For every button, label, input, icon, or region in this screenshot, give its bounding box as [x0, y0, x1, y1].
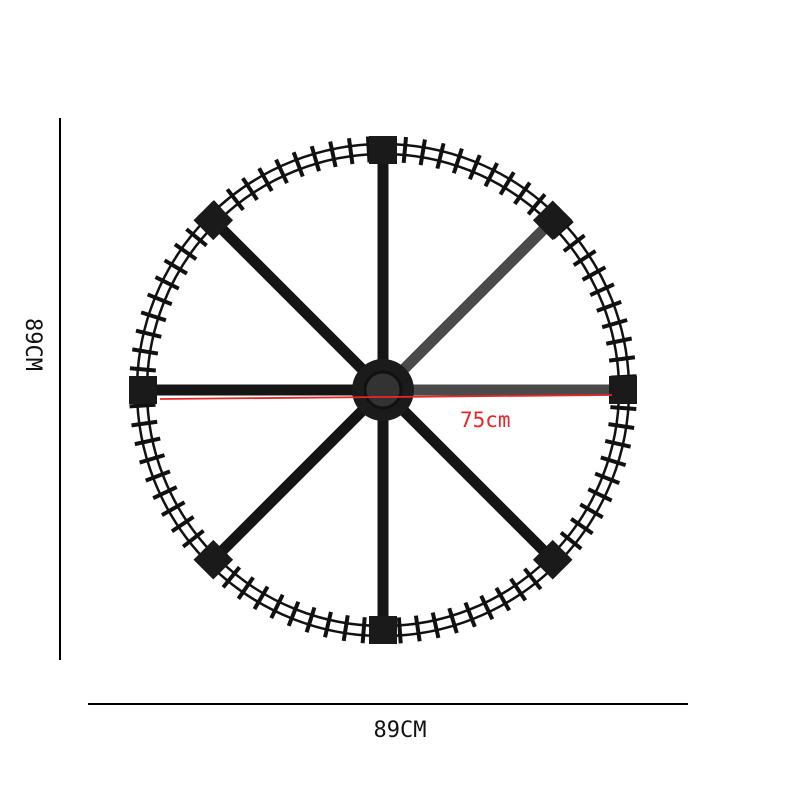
track-tie: [523, 567, 543, 591]
track-tie: [447, 607, 459, 634]
track-tie: [569, 517, 594, 536]
track-tie: [274, 158, 289, 185]
track-tie: [129, 402, 156, 409]
spoke-bracket: [369, 136, 397, 164]
spoke-bracket: [532, 539, 573, 580]
track-tie: [291, 151, 305, 178]
width-dimension-line: [88, 703, 688, 705]
diameter-label: 75cm: [460, 408, 511, 432]
track-tie: [513, 181, 532, 206]
track-tie: [413, 615, 422, 642]
spoke-bracket: [532, 200, 573, 241]
track-tie: [483, 162, 499, 188]
track-tie: [323, 611, 333, 638]
spoke-bracket: [129, 376, 157, 404]
track-tie: [562, 233, 586, 253]
track-tie: [341, 614, 350, 642]
track-tie: [160, 500, 186, 517]
track-tie: [135, 328, 162, 339]
track-tie: [509, 577, 528, 602]
track-tie: [134, 436, 161, 447]
spoke: [212, 386, 387, 561]
track-tie: [252, 585, 270, 611]
spoke-bracket: [369, 616, 397, 644]
track-tie: [572, 249, 597, 267]
track-tie: [241, 177, 259, 201]
track-tie: [430, 612, 441, 639]
track-tie: [451, 147, 464, 174]
track-tie: [526, 193, 547, 216]
track-tie: [346, 138, 355, 165]
track-tie: [154, 275, 180, 291]
track-tie: [269, 593, 285, 619]
track-tie: [286, 600, 301, 627]
height-label: 89CM: [20, 318, 45, 371]
track-tie: [225, 188, 245, 212]
track-tie: [144, 469, 171, 483]
spoke-bracket: [193, 200, 234, 241]
track-tie: [131, 419, 158, 428]
track-tie: [309, 145, 321, 172]
spoke-bracket: [193, 539, 234, 580]
track-tie: [468, 154, 482, 180]
track-tie: [396, 617, 403, 644]
spoke-bracket: [609, 376, 637, 404]
track-tie: [236, 576, 255, 600]
track-tie: [608, 355, 636, 363]
track-tie: [435, 142, 446, 170]
measure-line: [159, 394, 613, 400]
track-tie: [185, 227, 208, 248]
track-tie: [594, 471, 621, 485]
track-tie: [604, 438, 632, 449]
track-tie: [328, 141, 338, 168]
track-tie: [608, 422, 635, 430]
track-tie: [589, 282, 615, 297]
track-tie: [221, 565, 242, 589]
track-tie: [418, 139, 427, 166]
track-tie: [152, 485, 178, 500]
width-label: 89CM: [373, 718, 427, 743]
track-tie: [479, 594, 495, 621]
track-tie: [139, 453, 166, 465]
track-tie: [140, 310, 167, 323]
track-tie: [360, 617, 367, 644]
track-tie: [146, 292, 173, 307]
track-tie: [173, 242, 198, 261]
track-tie: [494, 586, 511, 612]
track-tie: [610, 405, 637, 412]
track-tie: [601, 318, 628, 330]
track-tie: [181, 529, 205, 549]
hub-center: [363, 370, 403, 410]
track-tie: [401, 136, 409, 164]
track-tie: [596, 300, 622, 313]
track-tie: [600, 455, 627, 468]
track-tie: [257, 167, 274, 192]
track-tie: [498, 171, 516, 196]
spoke: [212, 219, 387, 394]
track-tie: [131, 347, 159, 356]
track-tie: [170, 515, 195, 533]
spoke: [379, 219, 554, 394]
track-tie: [559, 530, 583, 551]
track-tie: [587, 487, 613, 503]
track-tie: [463, 601, 477, 628]
track-tie: [304, 606, 317, 633]
spoke: [379, 386, 554, 561]
track-tie: [581, 265, 607, 282]
track-tie: [129, 366, 157, 373]
track-tie: [579, 502, 604, 520]
track-tie: [605, 336, 633, 346]
height-dimension-line: [59, 118, 61, 660]
track-tie: [163, 258, 188, 276]
